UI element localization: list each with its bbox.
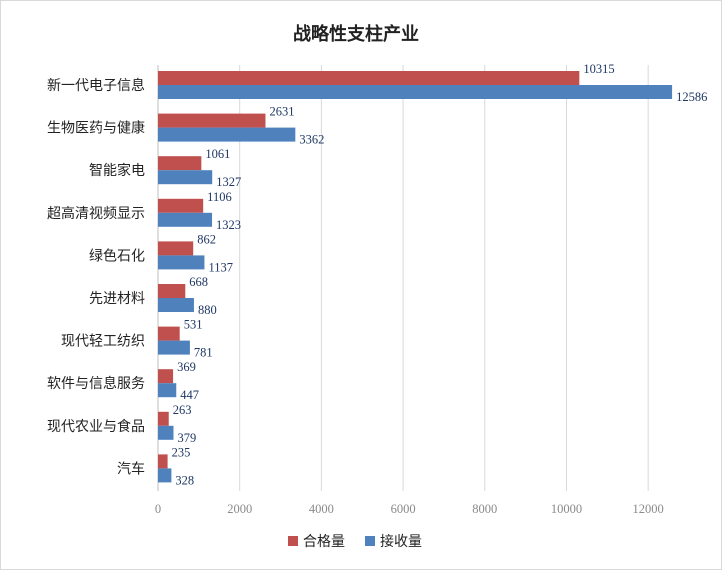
x-tick-label: 4000 — [309, 502, 334, 516]
data-label-qualified: 1061 — [205, 147, 230, 161]
legend: 合格量 接收量 — [288, 533, 422, 550]
bar-qualified — [158, 411, 169, 426]
x-tick-label: 10000 — [551, 502, 582, 516]
data-label-received: 12586 — [676, 90, 707, 104]
data-label-received: 1137 — [208, 260, 233, 274]
data-label-qualified: 263 — [173, 403, 192, 417]
data-label-qualified: 1106 — [207, 190, 232, 204]
category-label: 新一代电子信息 — [47, 77, 145, 94]
data-label-qualified: 235 — [172, 445, 191, 459]
data-label-received: 1327 — [216, 175, 241, 189]
legend-swatch-qualified — [288, 536, 298, 546]
bar-received — [158, 340, 190, 355]
category-label: 超高清视频显示 — [47, 205, 145, 222]
category-label: 绿色石化 — [89, 247, 145, 264]
data-label-received: 379 — [177, 431, 196, 445]
x-tick-label: 8000 — [472, 502, 497, 516]
bar-qualified — [158, 369, 174, 384]
bar-qualified — [158, 113, 266, 128]
x-tick-label: 0 — [155, 502, 161, 516]
data-label-received: 3362 — [299, 133, 324, 147]
data-label-qualified: 862 — [197, 232, 216, 246]
data-label-qualified: 668 — [189, 275, 208, 289]
bar-qualified — [158, 284, 186, 298]
bar-received — [158, 170, 213, 185]
bar-qualified — [158, 241, 194, 256]
bar-layer — [158, 71, 673, 483]
category-label: 生物医药与健康 — [47, 120, 145, 137]
bar-qualified — [158, 326, 180, 341]
bar-received — [158, 468, 172, 483]
bar-received — [158, 383, 177, 398]
x-tick-label: 12000 — [633, 502, 664, 516]
category-label: 智能家电 — [89, 162, 145, 179]
bar-received — [158, 127, 296, 142]
data-label-qualified: 369 — [177, 360, 196, 374]
legend-label-qualified: 合格量 — [303, 534, 345, 550]
category-axis: 新一代电子信息生物医药与健康智能家电超高清视频显示绿色石化先进材料现代轻工纺织软… — [47, 77, 145, 477]
category-label: 软件与信息服务 — [47, 375, 145, 392]
data-label-received: 1323 — [216, 218, 241, 232]
data-label-qualified: 2631 — [269, 105, 294, 119]
data-label-received: 447 — [180, 388, 199, 402]
legend-swatch-received — [365, 536, 375, 546]
data-label-qualified: 531 — [184, 318, 203, 332]
bar-received — [158, 425, 174, 440]
bar-received — [158, 255, 205, 270]
category-label: 先进材料 — [89, 291, 145, 307]
bar-received — [158, 212, 213, 227]
data-label-received: 328 — [175, 473, 194, 487]
data-label-received: 880 — [198, 303, 217, 317]
chart-title: 战略性支柱产业 — [293, 23, 419, 45]
bar-qualified — [158, 198, 204, 213]
bar-qualified — [158, 454, 168, 469]
x-tick-label: 6000 — [391, 502, 416, 516]
bar-qualified — [158, 156, 202, 171]
value-axis: 0 2000 4000 6000 8000 10000 12000 — [155, 502, 664, 516]
data-label-received: 781 — [194, 346, 213, 360]
bar-qualified — [158, 71, 580, 85]
bar-received — [158, 85, 673, 99]
category-label: 现代农业与食品 — [47, 418, 145, 435]
category-label: 汽车 — [117, 460, 145, 477]
data-label-qualified: 10315 — [583, 62, 614, 76]
bar-received — [158, 298, 194, 312]
category-label: 现代轻工纺织 — [61, 334, 145, 350]
x-tick-label: 2000 — [227, 502, 252, 516]
legend-label-received: 接收量 — [380, 533, 422, 550]
